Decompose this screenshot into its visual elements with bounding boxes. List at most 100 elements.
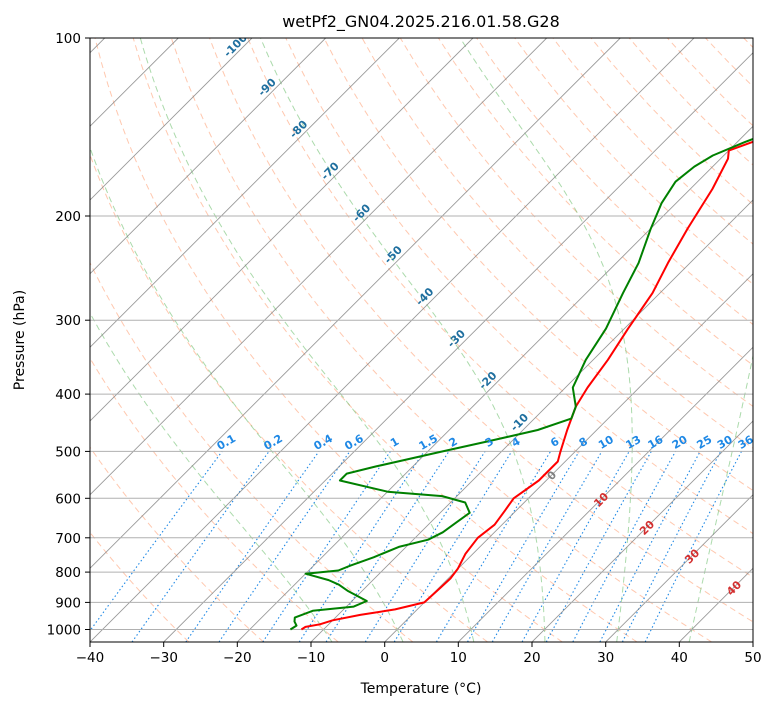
isotherm-label: -20 — [476, 369, 499, 392]
y-tick-label: 600 — [55, 491, 81, 507]
mixing-ratio-line-5 — [298, 451, 425, 642]
chart-title: wetPf2_GN04.2025.216.01.58.G28 — [282, 12, 560, 32]
isotherm — [163, 52, 753, 642]
mixing-ratio-label: 16 — [646, 433, 666, 452]
isotherm-label-warm: 10 — [591, 490, 611, 510]
isotherm-label-warm: 40 — [724, 578, 744, 598]
moist-adiabat-4 — [459, 38, 633, 642]
moist-adiabat-3 — [260, 38, 546, 642]
dry-adiabat-3 — [90, 261, 414, 642]
y-tick-label: 400 — [55, 387, 81, 403]
sounding-profiles — [289, 137, 753, 631]
moist-adiabat-1 — [90, 146, 404, 642]
mixing-ratio-line-0 — [90, 451, 223, 632]
mixing-ratio-label: 25 — [695, 433, 715, 452]
mixing-ratio-line-14 — [572, 451, 676, 642]
dry-adiabat-18 — [590, 38, 753, 206]
isotherm — [531, 420, 753, 642]
mixing-ratio-label: 36 — [736, 433, 756, 452]
y-tick-label: 900 — [55, 595, 81, 611]
isotherm-label: -60 — [350, 201, 373, 224]
moist-adiabat-0 — [90, 311, 333, 642]
x-tick-label: −30 — [149, 650, 178, 666]
isotherm — [605, 494, 753, 642]
y-tick-label: 1000 — [47, 623, 81, 639]
mixing-ratio-line-15 — [599, 451, 701, 642]
y-tick-label: 800 — [55, 565, 81, 581]
dry-adiabat-17 — [552, 38, 753, 245]
moist-adiabat-5 — [688, 353, 753, 642]
isotherm-label: -100 — [221, 31, 250, 60]
x-tick-label: −20 — [223, 650, 252, 666]
x-tick-label: 30 — [597, 650, 614, 666]
y-tick-label: 300 — [55, 313, 81, 329]
mixing-ratio-label: 1 — [388, 435, 401, 450]
dry-adiabat-6 — [132, 38, 638, 642]
mixing-ratio-line-4 — [262, 451, 391, 642]
moist-adiabat-2 — [139, 38, 475, 642]
isotherm-label: -10 — [508, 411, 531, 434]
mixing-ratio-label: 0.4 — [312, 432, 336, 453]
y-axis: 100 200 300 400 500 600 700 800 900 1000 — [47, 31, 90, 639]
dry-adiabat-7 — [170, 38, 712, 642]
background-lines — [90, 38, 753, 642]
mixing-ratio-line-17 — [644, 451, 742, 642]
mixing-ratio-line-9 — [435, 451, 552, 642]
isotherm — [90, 38, 253, 201]
isotherm — [90, 38, 474, 422]
dewpoint-profile — [289, 137, 753, 631]
y-tick-label: 100 — [55, 31, 81, 47]
x-tick-label: 0 — [380, 650, 389, 666]
mixing-ratio-label: 3 — [483, 435, 496, 450]
isotherm-label-warm: 30 — [682, 546, 702, 566]
temperature-profile — [300, 140, 753, 631]
dry-adiabat-21 — [705, 38, 753, 88]
mixing-ratio-label: 4 — [509, 435, 522, 450]
y-tick-label: 500 — [55, 444, 81, 460]
mixing-ratio-label: 6 — [548, 435, 561, 450]
dry-adiabat-4 — [90, 153, 488, 642]
dry-adiabat-0 — [90, 531, 190, 642]
isotherm-label: -90 — [256, 76, 279, 99]
isotherm-label: -80 — [287, 117, 310, 140]
x-axis: −40 −30 −20 −10 0 10 20 30 40 50 — [76, 642, 762, 666]
dry-adiabat-10 — [285, 38, 753, 535]
dry-adiabat-22 — [743, 38, 753, 49]
isotherm — [90, 38, 621, 569]
isotherm-label: -30 — [445, 327, 468, 350]
mixing-ratio-label: 20 — [670, 433, 690, 452]
y-tick-label: 700 — [55, 531, 81, 547]
dry-adiabat-1 — [90, 446, 264, 642]
dry-adiabat-14 — [437, 38, 753, 366]
isotherm-label: -50 — [382, 243, 405, 266]
mixing-ratio-label: 0.2 — [262, 432, 285, 453]
isotherm — [90, 38, 695, 642]
isotherm — [90, 38, 327, 275]
dry-adiabat-5 — [94, 38, 563, 642]
dry-adiabat-15 — [476, 38, 753, 326]
mixing-ratio-label: 30 — [715, 433, 735, 452]
mixing-ratio-line-3 — [218, 451, 351, 642]
mixing-ratio-label: 1.5 — [417, 432, 440, 453]
mixing-ratio-line-16 — [621, 451, 722, 642]
dry-adiabat-11 — [323, 38, 753, 492]
dry-adiabat-20 — [667, 38, 753, 127]
mixing-ratio-line-8 — [393, 451, 513, 642]
mixing-ratio-label: 0.1 — [215, 432, 238, 453]
x-tick-label: 40 — [671, 650, 688, 666]
mixing-ratio-line-2 — [185, 451, 320, 642]
mixing-ratio-label: 0.6 — [342, 432, 366, 453]
dry-adiabat-8 — [209, 38, 753, 623]
mixing-ratio-line-7 — [364, 451, 486, 642]
x-axis-title: Temperature (°C) — [360, 681, 482, 697]
mixing-ratio-line-13 — [545, 451, 652, 642]
isotherm — [90, 38, 548, 496]
isotherm — [752, 641, 753, 642]
isobar-grid — [90, 38, 753, 642]
isotherm-label: -40 — [413, 285, 436, 308]
mixing-ratio-label: 13 — [624, 433, 644, 452]
dry-adiabat-9 — [247, 38, 753, 578]
mixing-ratio-line-12 — [521, 451, 630, 642]
isotherm — [310, 199, 753, 642]
